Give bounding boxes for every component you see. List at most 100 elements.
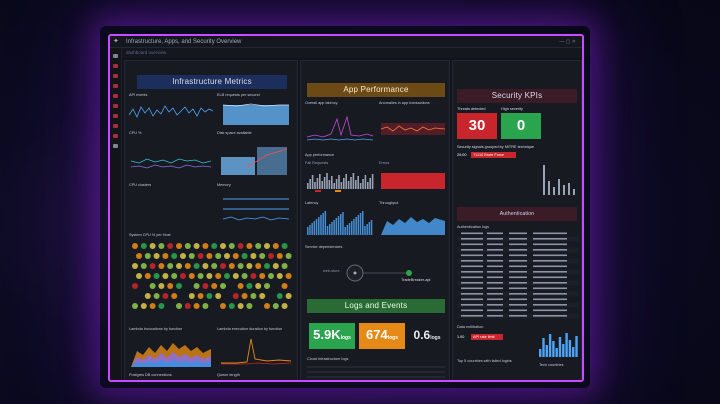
home-icon[interactable] bbox=[113, 54, 118, 58]
host-cell[interactable] bbox=[228, 263, 235, 269]
host-cell[interactable] bbox=[220, 283, 226, 289]
host-cell[interactable] bbox=[149, 303, 156, 309]
host-cell[interactable] bbox=[162, 273, 169, 279]
host-cell[interactable] bbox=[197, 253, 204, 259]
host-cell[interactable] bbox=[237, 243, 244, 249]
host-cell[interactable] bbox=[215, 253, 222, 259]
host-cell[interactable] bbox=[215, 273, 222, 279]
host-cell[interactable] bbox=[162, 253, 169, 259]
host-cell[interactable] bbox=[167, 263, 174, 269]
host-cell[interactable] bbox=[202, 303, 209, 309]
host-cell[interactable] bbox=[176, 263, 182, 269]
blocked-tag[interactable]: API rate limit bbox=[471, 334, 503, 340]
host-cell[interactable] bbox=[188, 253, 195, 259]
host-cell[interactable] bbox=[193, 303, 200, 309]
nav-icon[interactable] bbox=[113, 104, 118, 108]
host-cell[interactable] bbox=[215, 293, 222, 299]
host-cell[interactable] bbox=[197, 293, 204, 299]
host-cell[interactable] bbox=[250, 253, 257, 259]
host-cell[interactable] bbox=[232, 273, 239, 279]
host-cell[interactable] bbox=[264, 303, 270, 309]
host-cell[interactable] bbox=[188, 273, 195, 279]
host-cell[interactable] bbox=[149, 263, 156, 269]
host-cell[interactable] bbox=[171, 273, 178, 279]
service-node-api[interactable]: TradeBreaker-api bbox=[401, 278, 431, 282]
host-cell[interactable] bbox=[255, 243, 262, 249]
host-cell[interactable] bbox=[140, 243, 147, 249]
host-cell[interactable] bbox=[211, 283, 218, 289]
host-cell[interactable] bbox=[193, 283, 200, 289]
host-cell[interactable] bbox=[241, 253, 248, 259]
app-logo-icon[interactable]: ✦ bbox=[113, 38, 119, 45]
host-cell[interactable] bbox=[255, 283, 262, 289]
nav-icon[interactable] bbox=[113, 64, 118, 68]
nav-icon[interactable] bbox=[113, 114, 118, 118]
host-cell[interactable] bbox=[228, 303, 235, 309]
host-cell[interactable] bbox=[232, 293, 239, 299]
host-cell[interactable] bbox=[281, 263, 288, 269]
host-cell[interactable] bbox=[220, 263, 226, 269]
host-cell[interactable] bbox=[202, 263, 209, 269]
host-cell[interactable] bbox=[285, 293, 292, 299]
host-cell[interactable] bbox=[206, 293, 213, 299]
host-cell[interactable] bbox=[144, 273, 151, 279]
nav-icon[interactable] bbox=[113, 74, 118, 78]
host-cell[interactable] bbox=[237, 303, 244, 309]
host-cell[interactable] bbox=[176, 283, 182, 289]
host-cell[interactable] bbox=[237, 283, 244, 289]
host-cell[interactable] bbox=[132, 263, 138, 269]
host-cell[interactable] bbox=[211, 243, 218, 249]
host-cell[interactable] bbox=[140, 303, 147, 309]
host-cell[interactable] bbox=[180, 273, 186, 279]
host-cell[interactable] bbox=[144, 293, 151, 299]
host-cell[interactable] bbox=[246, 263, 253, 269]
host-cell[interactable] bbox=[264, 263, 270, 269]
host-cell[interactable] bbox=[220, 243, 226, 249]
host-cell[interactable] bbox=[241, 273, 248, 279]
host-cell[interactable] bbox=[206, 273, 213, 279]
host-cell[interactable] bbox=[193, 243, 200, 249]
host-cell[interactable] bbox=[158, 243, 165, 249]
host-cell[interactable] bbox=[149, 243, 156, 249]
host-cell[interactable] bbox=[268, 253, 274, 259]
host-cell[interactable] bbox=[232, 253, 239, 259]
host-cell[interactable] bbox=[136, 273, 142, 279]
host-cell[interactable] bbox=[220, 303, 226, 309]
host-cell[interactable] bbox=[224, 273, 230, 279]
host-cell[interactable] bbox=[246, 283, 253, 289]
host-cell[interactable] bbox=[268, 273, 274, 279]
mitre-alert[interactable]: T1110 Brute Force bbox=[471, 152, 517, 158]
host-cell[interactable] bbox=[184, 263, 191, 269]
service-node-web[interactable]: web-store bbox=[323, 269, 340, 273]
host-cell[interactable] bbox=[149, 283, 156, 289]
host-cell[interactable] bbox=[162, 293, 169, 299]
host-cell[interactable] bbox=[180, 253, 186, 259]
host-cell[interactable] bbox=[246, 243, 253, 249]
host-cell[interactable] bbox=[276, 293, 283, 299]
breadcrumb[interactable]: dashboard overview bbox=[110, 48, 582, 58]
host-cell[interactable] bbox=[281, 243, 288, 249]
host-cell[interactable] bbox=[202, 283, 209, 289]
window-controls[interactable]: — ▢ ✕ bbox=[559, 39, 576, 45]
host-cell[interactable] bbox=[276, 253, 283, 259]
nav-icon[interactable] bbox=[113, 134, 118, 138]
host-cell[interactable] bbox=[259, 293, 266, 299]
host-cell[interactable] bbox=[276, 273, 283, 279]
host-cell[interactable] bbox=[136, 253, 142, 259]
host-cell[interactable] bbox=[237, 263, 244, 269]
host-cell[interactable] bbox=[176, 303, 182, 309]
host-cell[interactable] bbox=[241, 293, 248, 299]
host-cell[interactable] bbox=[197, 273, 204, 279]
host-cell[interactable] bbox=[285, 273, 292, 279]
host-cell[interactable] bbox=[259, 273, 266, 279]
host-cell[interactable] bbox=[158, 283, 165, 289]
nav-icon[interactable] bbox=[113, 124, 118, 128]
host-cell[interactable] bbox=[153, 293, 160, 299]
host-cell[interactable] bbox=[281, 303, 288, 309]
nav-icon[interactable] bbox=[113, 84, 118, 88]
host-cell[interactable] bbox=[171, 293, 178, 299]
host-cell[interactable] bbox=[188, 293, 195, 299]
nav-icon[interactable] bbox=[113, 94, 118, 98]
host-cell[interactable] bbox=[202, 243, 209, 249]
host-cell[interactable] bbox=[211, 263, 218, 269]
